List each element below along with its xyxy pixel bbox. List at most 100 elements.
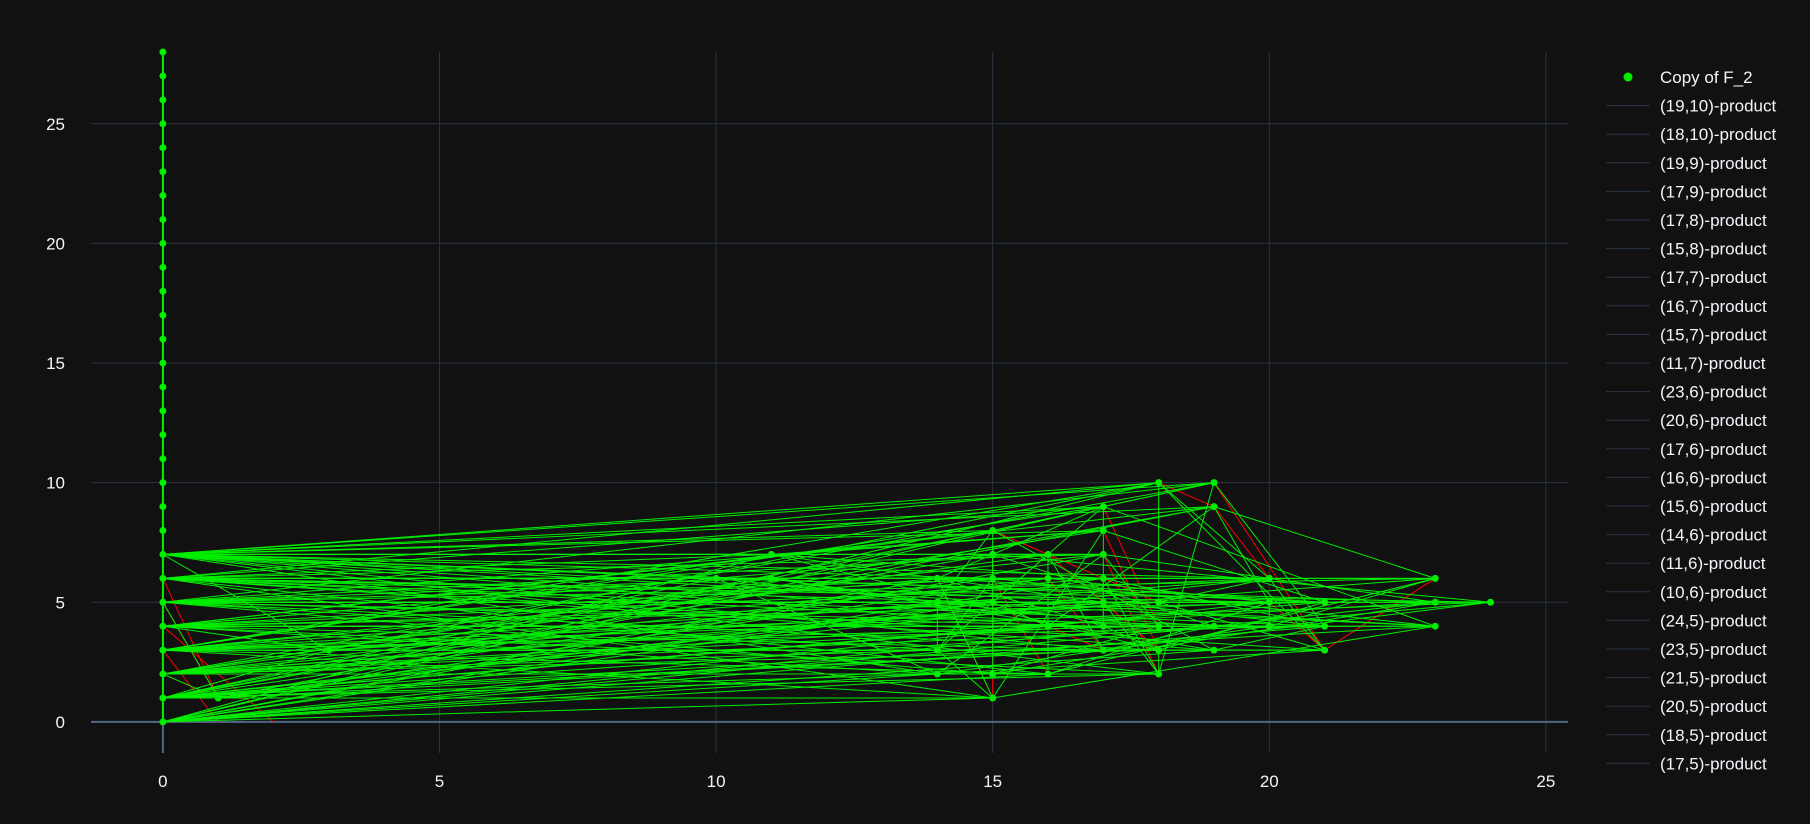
legend-item[interactable]: (10,6)-product bbox=[1660, 583, 1767, 602]
product-point bbox=[1044, 622, 1052, 630]
product-edge bbox=[218, 506, 1215, 699]
legend-item[interactable]: (17,9)-product bbox=[1660, 182, 1767, 201]
product-point bbox=[1155, 670, 1163, 678]
product-edge bbox=[1103, 530, 1325, 603]
product-edge bbox=[771, 553, 1159, 651]
legend-item[interactable]: (19,10)-product bbox=[1660, 97, 1777, 116]
product-edge bbox=[162, 553, 1214, 627]
product-edge bbox=[162, 697, 993, 723]
f2-copy-point bbox=[159, 550, 167, 558]
product-point bbox=[989, 694, 997, 702]
legend-marker[interactable] bbox=[1623, 72, 1633, 82]
product-edge bbox=[1268, 578, 1325, 651]
legend-item[interactable]: (15,7)-product bbox=[1660, 325, 1767, 344]
product-point bbox=[712, 574, 720, 582]
product-edge bbox=[162, 577, 993, 603]
product-edge bbox=[936, 578, 994, 651]
f2-copy-point bbox=[159, 120, 167, 128]
edges bbox=[161, 52, 1491, 723]
y-tick-label: 20 bbox=[46, 234, 65, 253]
legend-item[interactable]: (16,7)-product bbox=[1660, 297, 1767, 316]
f2-copy-point bbox=[159, 96, 167, 104]
legend-item[interactable]: (17,5)-product bbox=[1660, 754, 1767, 773]
tick-labels: 0 5 10 15 20 25 0 5 10 15 20 25 bbox=[46, 115, 1555, 791]
x-tick-label: 20 bbox=[1260, 772, 1279, 791]
product-point bbox=[1265, 622, 1273, 630]
legend-item[interactable]: (23,6)-product bbox=[1660, 383, 1767, 402]
product-point bbox=[989, 598, 997, 606]
legend-item[interactable]: (23,5)-product bbox=[1660, 640, 1767, 659]
legend-item[interactable]: (11,7)-product bbox=[1660, 354, 1766, 373]
product-edge bbox=[162, 553, 938, 675]
legend[interactable]: Copy of F_2 (19,10)-product (18,10)-produc… bbox=[1606, 68, 1777, 773]
legend-item[interactable]: (18,5)-product bbox=[1660, 726, 1767, 745]
product-edge bbox=[162, 553, 1104, 651]
product-edge bbox=[1213, 506, 1270, 603]
legend-item[interactable]: (20,6)-product bbox=[1660, 411, 1767, 430]
product-point bbox=[933, 670, 941, 678]
product-edge bbox=[937, 601, 1436, 627]
product-edge bbox=[162, 601, 1104, 627]
legend-item[interactable]: (15,8)-product bbox=[1660, 240, 1767, 259]
product-point bbox=[1265, 598, 1273, 606]
legend-item[interactable]: Copy of F_2 bbox=[1660, 68, 1753, 87]
f2-copy-point bbox=[159, 431, 167, 439]
f2-copy-point bbox=[159, 526, 167, 534]
product-point bbox=[1099, 503, 1107, 511]
product-edge bbox=[1213, 506, 1436, 579]
f2-copy-point bbox=[159, 646, 167, 654]
y-tick-label: 10 bbox=[46, 474, 65, 493]
legend-item[interactable]: (16,6)-product bbox=[1660, 468, 1767, 487]
product-point bbox=[1321, 598, 1329, 606]
x-tick-label: 15 bbox=[983, 772, 1002, 791]
product-point bbox=[1155, 479, 1163, 487]
y-tick-label: 5 bbox=[56, 593, 65, 612]
product-edge bbox=[1213, 601, 1436, 627]
product-point bbox=[1099, 646, 1107, 654]
product-point bbox=[1044, 550, 1052, 558]
product-edge bbox=[1213, 625, 1325, 651]
product-edge bbox=[162, 601, 938, 675]
product-point bbox=[1431, 622, 1439, 630]
product-edge bbox=[1047, 577, 1270, 603]
legend-item[interactable]: (19,9)-product bbox=[1660, 154, 1767, 173]
f2-copy-point bbox=[159, 407, 167, 415]
product-edge bbox=[771, 529, 1104, 555]
product-edge bbox=[162, 673, 219, 699]
product-point bbox=[933, 598, 941, 606]
product-point bbox=[214, 694, 222, 702]
product-edge bbox=[162, 625, 329, 651]
product-point bbox=[1431, 598, 1439, 606]
legend-item[interactable]: (18,10)-product bbox=[1660, 125, 1777, 144]
f2-copy-point bbox=[159, 287, 167, 295]
x-tick-label: 25 bbox=[1536, 772, 1555, 791]
product-edge bbox=[328, 482, 1159, 651]
legend-item[interactable]: (21,5)-product bbox=[1660, 669, 1767, 688]
legend-item[interactable]: (15,6)-product bbox=[1660, 497, 1767, 516]
product-point bbox=[1210, 479, 1218, 487]
f2-copy-point bbox=[159, 503, 167, 511]
legend-item[interactable]: (11,6)-product bbox=[1660, 554, 1766, 573]
legend-item[interactable]: (20,5)-product bbox=[1660, 697, 1767, 716]
legend-item[interactable]: (17,6)-product bbox=[1660, 440, 1767, 459]
product-edge bbox=[162, 625, 1436, 699]
legend-item[interactable]: (14,6)-product bbox=[1660, 526, 1767, 545]
product-point bbox=[1210, 503, 1218, 511]
copy-edge bbox=[1158, 482, 1215, 508]
copy-edge bbox=[162, 578, 219, 699]
product-edge bbox=[716, 577, 1436, 603]
legend-item[interactable]: (17,7)-product bbox=[1660, 268, 1767, 287]
product-edge bbox=[936, 578, 994, 699]
product-edge bbox=[328, 601, 1159, 651]
legend-item[interactable]: (24,5)-product bbox=[1660, 611, 1767, 630]
f2-copy-point bbox=[159, 622, 167, 630]
f2-copy-point bbox=[159, 718, 167, 726]
product-edge bbox=[1103, 625, 1159, 651]
f2-copy-point bbox=[159, 144, 167, 152]
legend-item[interactable]: (17,8)-product bbox=[1660, 211, 1767, 230]
product-point bbox=[1431, 574, 1439, 582]
y-tick-label: 15 bbox=[46, 354, 65, 373]
product-edge bbox=[1103, 506, 1436, 627]
y-tick-label: 0 bbox=[56, 713, 65, 732]
